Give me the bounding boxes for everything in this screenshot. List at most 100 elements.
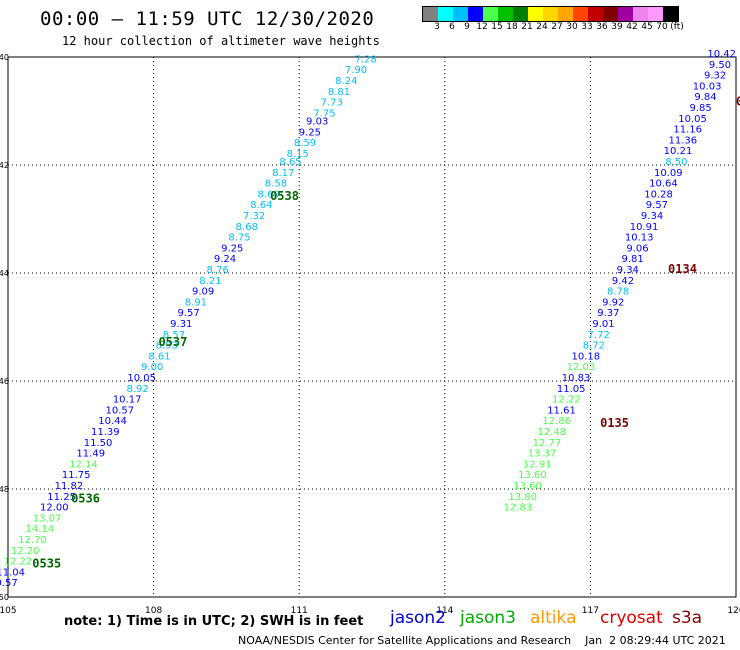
wave-height-point: 11.16 [673, 125, 702, 136]
wave-height-point: 12.86 [542, 416, 571, 427]
wave-height-point: 12.00 [40, 503, 69, 514]
pass-time-label: 0538 [270, 189, 299, 203]
legend-swatch [528, 7, 543, 21]
wave-height-point: 8.50 [665, 157, 687, 168]
wave-height-point: 9.84 [694, 92, 716, 103]
wave-height-point: 14.14 [25, 524, 54, 535]
legend-tick-label: 12 [476, 22, 488, 32]
wave-height-point: 11.50 [84, 438, 113, 449]
wave-height-point: 10.18 [571, 351, 600, 362]
wave-height-point: 9.34 [617, 265, 639, 276]
legend-swatch [468, 7, 483, 21]
wave-height-point: 9.24 [214, 254, 236, 265]
legend-swatch [543, 7, 558, 21]
wave-height-point: 13.60 [513, 481, 542, 492]
wave-height-point: 9.00 [141, 362, 163, 373]
wave-height-point: 9.01 [592, 319, 614, 330]
legend-tick-label: 18 [506, 22, 518, 32]
legend-tick-label: 24 [536, 22, 548, 32]
wave-height-point: 9.92 [602, 297, 624, 308]
legend-altika: altika [530, 608, 577, 628]
legend-tick-label: (ft) [670, 22, 684, 32]
wave-height-point: 8.65 [279, 157, 301, 168]
wave-height-point: 10.05 [127, 373, 156, 384]
wave-height-point: 10.57 [106, 405, 135, 416]
y-tick-label: -46 [0, 377, 9, 386]
wave-height-point: 8.78 [607, 287, 629, 298]
wave-height-point: 10.64 [649, 179, 678, 190]
legend-swatch [633, 7, 648, 21]
color-legend-ticks: 3 6 9 12 15 18 21 24 27 30 33 36 39 42 45 70 (ft) [422, 22, 740, 34]
wave-height-point: 12.83 [504, 503, 533, 514]
legend-tick-label: 70 [656, 22, 668, 32]
wave-height-point: 11.61 [547, 405, 576, 416]
legend-tick-label: 9 [464, 22, 470, 32]
legend-tick-label: 36 [596, 22, 608, 32]
wave-height-point: 9.57 [646, 200, 668, 211]
pass-time-label: 0134 [668, 262, 697, 276]
wave-height-point: 9.50 [709, 60, 731, 71]
wave-height-point: 10.17 [113, 395, 142, 406]
wave-height-point: 11.49 [76, 449, 105, 460]
wave-height-point: 10.57 [0, 578, 18, 589]
wave-height-point: 11.75 [62, 470, 91, 481]
wave-height-point: 8.81 [328, 87, 350, 98]
wave-height-point: 8.75 [228, 233, 250, 244]
legend-tick-label: 21 [521, 22, 533, 32]
wave-height-point: 8.68 [236, 222, 258, 233]
wave-height-point: 13.37 [528, 449, 557, 460]
wave-height-point: 10.42 [707, 49, 736, 60]
wave-height-point: 9.25 [221, 243, 243, 254]
legend-swatch [603, 7, 618, 21]
wave-height-point: 13.07 [33, 513, 62, 524]
wave-height-point: 8.59 [294, 138, 316, 149]
legend-swatch [483, 7, 498, 21]
wave-height-point: 9.09 [192, 287, 214, 298]
legend-s3a: s3a [672, 608, 703, 628]
wave-height-point: 12.20 [11, 546, 40, 557]
footnote: note: 1) Time is in UTC; 2) SWH is in fe… [64, 614, 364, 629]
wave-height-point: 9.32 [704, 71, 726, 82]
wave-height-point: 7.28 [355, 54, 377, 65]
wave-height-point: 7.75 [313, 108, 335, 119]
chart-subtitle: 12 hour collection of altimeter wave hei… [62, 34, 380, 48]
wave-height-point: 8.92 [126, 384, 148, 395]
wave-height-point: 9.31 [170, 319, 192, 330]
legend-tick-label: 3 [434, 22, 440, 32]
wave-height-point: 10.21 [664, 146, 693, 157]
credit-line: NOAA/NESDIS Center for Satellite Applica… [238, 634, 726, 647]
y-tick-label: -42 [0, 161, 9, 170]
x-tick-label: 111 [291, 606, 308, 616]
wave-height-point: 12.70 [18, 535, 47, 546]
wave-height-point: 9.81 [622, 254, 644, 265]
wave-height-point: 8.24 [335, 76, 357, 87]
x-tick-label: 117 [582, 606, 599, 616]
y-tick-label: -48 [0, 485, 9, 494]
legend-tick-label: 30 [566, 22, 578, 32]
wave-height-point: 10.03 [693, 81, 722, 92]
wave-height-point: 10.83 [562, 373, 591, 384]
legend-tick-label: 39 [611, 22, 623, 32]
legend-swatch [588, 7, 603, 21]
wave-height-point: 8.15 [287, 149, 309, 160]
wave-height-point: 9.06 [626, 243, 648, 254]
wave-height-point: 7.72 [588, 330, 610, 341]
y-tick-label: -44 [0, 269, 9, 278]
wave-height-point: 9.25 [299, 127, 321, 138]
wave-height-point: 8.17 [272, 168, 294, 179]
wave-height-point: 12.91 [523, 459, 552, 470]
wave-height-point: 11.82 [55, 481, 84, 492]
y-tick-label: -50 [0, 593, 9, 602]
wave-height-point: 8.91 [185, 297, 207, 308]
wave-height-point: 9.57 [177, 308, 199, 319]
y-tick-label: -40 [0, 53, 9, 62]
wave-height-point: 8.72 [583, 341, 605, 352]
legend-swatch [648, 7, 663, 21]
wave-height-point: 12.14 [69, 459, 98, 470]
wave-height-point: 8.69 [258, 189, 280, 200]
legend-jason3: jason3 [460, 608, 516, 628]
wave-height-point: 11.39 [91, 427, 120, 438]
wave-height-point: 7.32 [243, 211, 265, 222]
plot-frame [7, 56, 737, 598]
